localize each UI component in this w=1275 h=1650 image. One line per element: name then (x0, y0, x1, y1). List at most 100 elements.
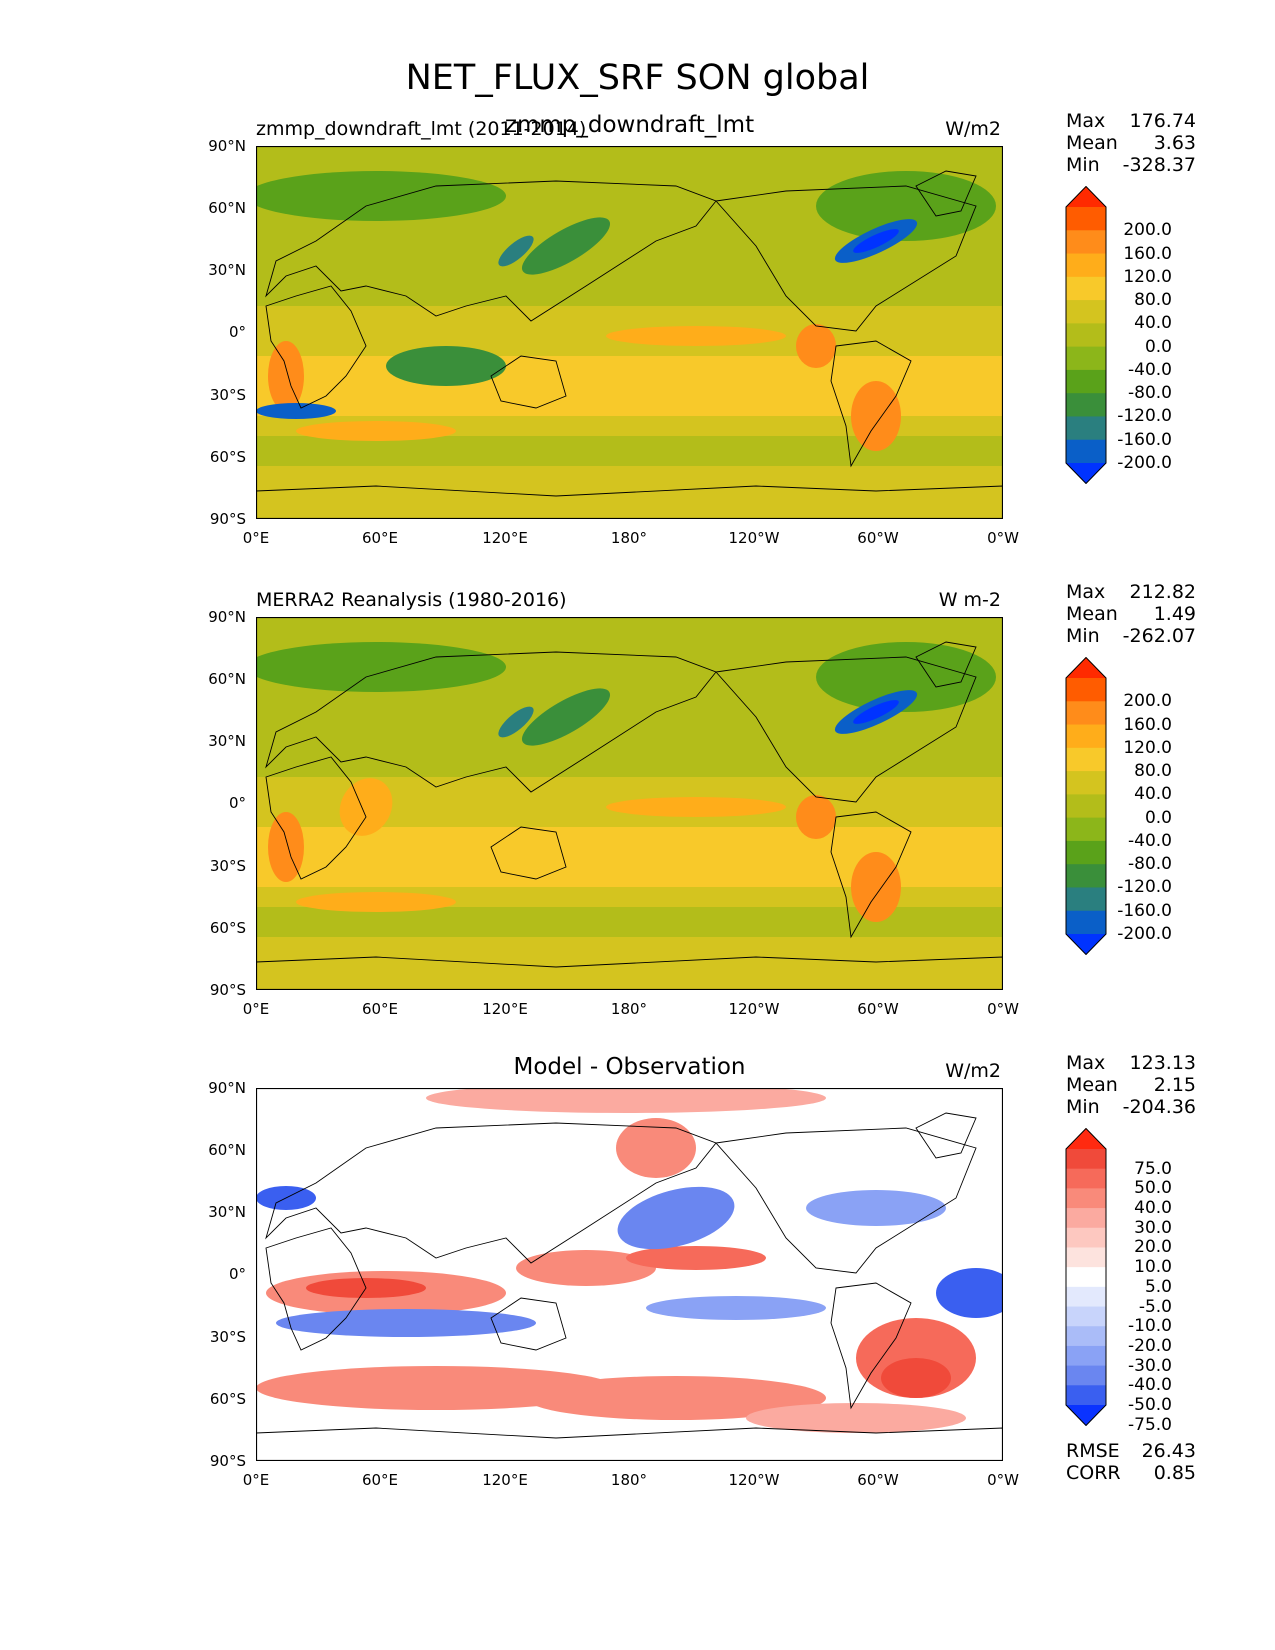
field-contour (516, 1250, 656, 1286)
colorbar-tick-label: -40.0 (1128, 359, 1172, 380)
colorbar-tick-label: 40.0 (1134, 784, 1172, 805)
colorbar-tick-label: 120.0 (1123, 266, 1172, 287)
y-tick-label: 0° (228, 1265, 246, 1283)
colorbar-tick-label: 40.0 (1134, 313, 1172, 334)
stat-mean: 1.49 (1153, 603, 1196, 625)
panel-center-title: zmmp_downdraft_lmt (504, 112, 755, 138)
stat-mean-label: Mean (1066, 1074, 1118, 1096)
colorbar-swatch (1066, 1227, 1106, 1248)
field-contour (498, 235, 534, 267)
colorbar-swatch (1066, 439, 1106, 464)
coastline (265, 756, 367, 880)
field-contour (296, 421, 456, 441)
rmse-value: 26.43 (1141, 1440, 1196, 1462)
panel-units: W m-2 (938, 589, 1001, 611)
stat-max-label: Max (1066, 110, 1106, 132)
field-contour (796, 324, 836, 368)
colorbar-swatch (1066, 416, 1106, 441)
colorbar-tick-label: -10.0 (1128, 1316, 1172, 1337)
field-contour (268, 812, 304, 882)
y-tick-label: 30°N (208, 261, 246, 279)
y-tick-label: 60°S (209, 919, 246, 937)
colorbar-swatch (1066, 1345, 1106, 1367)
field-contour (426, 1088, 826, 1113)
y-tick-label: 90°S (209, 981, 246, 999)
x-tick-label: 180° (610, 1000, 648, 1018)
x-tick-label: 60°E (361, 529, 399, 547)
colorbar-swatch (1066, 1365, 1106, 1386)
colorbar-tick-label: -120.0 (1117, 406, 1172, 427)
coastline (265, 180, 717, 322)
stat-min: -328.37 (1122, 154, 1196, 176)
colorbar-tick-label: 200.0 (1123, 220, 1172, 241)
coastline (715, 1127, 977, 1274)
stat-max: 123.13 (1129, 1052, 1196, 1074)
stat-mean-label: Mean (1066, 603, 1118, 625)
colorbar-tick-label: -200.0 (1117, 924, 1172, 944)
y-tick-label: 60°N (208, 1141, 246, 1159)
stats-box: Max 123.13 Mean 2.15 Min -204.36 (1066, 1052, 1196, 1118)
colorbar-tick-label: -120.0 (1117, 877, 1172, 898)
coastline (915, 1112, 977, 1159)
field-contour (853, 700, 899, 724)
corr-value: 0.85 (1153, 1462, 1196, 1484)
colorbar-tick-label: -50.0 (1128, 1395, 1172, 1415)
coastline (256, 485, 1003, 519)
field-contour (851, 852, 901, 922)
colorbar-swatch (1066, 1168, 1106, 1189)
field-contour (853, 229, 899, 253)
stat-max: 212.82 (1129, 581, 1196, 603)
coastline (265, 1227, 367, 1351)
figure-title: NET_FLUX_SRF SON global (405, 58, 870, 98)
y-tick-label: 90°N (208, 608, 246, 626)
field-contour (626, 1246, 766, 1270)
colorbar-swatch (1066, 1306, 1106, 1327)
colorbar-tick-label: -20.0 (1128, 1335, 1172, 1356)
colorbar-tick-label: 50.0 (1134, 1178, 1172, 1199)
field-contour (746, 1403, 966, 1433)
colorbar-swatch (1066, 1149, 1106, 1170)
field-contour (256, 171, 506, 221)
map-plot (256, 146, 1003, 519)
field-contour (256, 642, 506, 692)
panel-observation: MERRA2 Reanalysis (1980-2016) W m-2 90°N… (0, 581, 1275, 1061)
field-contour (816, 171, 996, 241)
y-tick-label: 60°S (209, 1390, 246, 1408)
field-contour (851, 381, 901, 451)
colorbar-tick-label: -5.0 (1138, 1296, 1172, 1317)
map-frame (256, 146, 1003, 519)
colorbar-swatch (1066, 1286, 1106, 1308)
colorbar-swatch (1066, 207, 1106, 231)
stat-mean-label: Mean (1066, 132, 1118, 154)
coastline (715, 656, 977, 803)
field-contour (276, 1309, 536, 1337)
field-contour (268, 341, 304, 411)
colorbar-tick-label: 75.0 (1134, 1158, 1172, 1179)
panel-units: W/m2 (945, 1060, 1001, 1082)
coastline (265, 1122, 717, 1264)
y-tick-label: 60°N (208, 670, 246, 688)
coastline (490, 355, 567, 409)
colorbar-extend-bottom (1066, 463, 1106, 484)
colorbar-tick-label: 0.0 (1144, 807, 1172, 828)
stat-mean: 2.15 (1153, 1074, 1196, 1096)
colorbar-swatch (1066, 1188, 1106, 1209)
colorbar-tick-label: -80.0 (1128, 854, 1172, 875)
colorbar-swatch (1066, 840, 1106, 865)
colorbar-outline (1065, 186, 1107, 484)
field-contour (796, 795, 836, 839)
field-contour (339, 778, 393, 836)
x-tick-label: 180° (610, 529, 648, 547)
stat-min: -262.07 (1122, 625, 1196, 647)
x-tick-label: 60°W (857, 1000, 899, 1018)
colorbar-extend-bottom (1066, 934, 1106, 955)
x-tick-label: 120°E (482, 1471, 528, 1489)
colorbar-swatch (1066, 393, 1106, 417)
y-tick-label: 30°N (208, 732, 246, 750)
colorbar-tick-label: 0.0 (1144, 336, 1172, 357)
colorbar-tick-label: -40.0 (1128, 1375, 1172, 1396)
x-tick-label: 60°W (857, 529, 899, 547)
coastline (265, 285, 367, 409)
x-tick-label: 120°E (482, 1000, 528, 1018)
colorbar-tick-label: -80.0 (1128, 383, 1172, 404)
